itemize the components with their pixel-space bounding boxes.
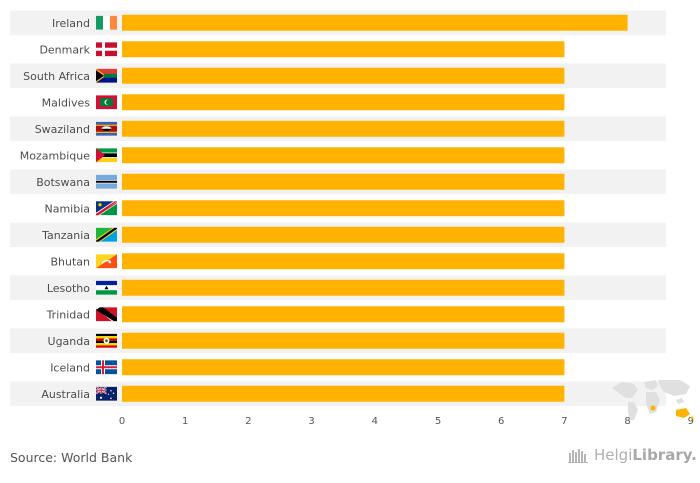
helgi-library-logo[interactable]: Helgi Library. [568, 446, 697, 464]
bar [122, 14, 628, 31]
lesotho-flag [96, 280, 117, 295]
bar [122, 41, 565, 58]
bar [122, 94, 565, 111]
bar [122, 359, 565, 376]
bar-chart: Ireland Denmark South Africa Maldives Swazil… [10, 10, 694, 427]
bar [122, 332, 565, 349]
maldives-flag [96, 95, 117, 110]
swaziland-flag [96, 121, 117, 136]
mozambique-flag [96, 148, 117, 163]
x-tick-label: 1 [182, 416, 188, 427]
category-label: Namibia [44, 202, 90, 215]
library-icon [568, 449, 588, 463]
bar [122, 306, 565, 323]
australia-flag [96, 386, 117, 401]
category-label: Bhutan [50, 255, 90, 268]
botswana-flag [96, 174, 117, 189]
category-label: Botswana [36, 176, 90, 189]
bar [122, 67, 565, 84]
denmark-flag [96, 42, 117, 57]
source-note: Source: World Bank [10, 450, 133, 465]
bar [122, 226, 565, 243]
bar [122, 253, 565, 270]
category-label: Lesotho [47, 282, 90, 295]
category-label: Maldives [42, 96, 91, 109]
category-label: South Africa [23, 70, 90, 83]
category-label: Uganda [48, 335, 90, 348]
iceland-flag [96, 360, 117, 375]
x-axis-tick-labels: 0 1 2 3 4 5 6 7 8 9 [119, 416, 694, 427]
bar [122, 200, 565, 217]
x-tick-label: 2 [245, 416, 251, 427]
bars [122, 14, 628, 402]
x-tick-label: 3 [308, 416, 314, 427]
bar [122, 279, 565, 296]
category-label: Australia [41, 388, 90, 401]
brand-name-part1: Helgi [594, 446, 633, 464]
category-label: Ireland [52, 17, 90, 30]
category-labels: Ireland Denmark South Africa Maldives Swazil… [20, 17, 91, 401]
uganda-flag [96, 333, 117, 348]
x-tick-label: 6 [498, 416, 504, 427]
x-tick-label: 9 [688, 416, 694, 427]
trinidad-flag [96, 307, 117, 322]
bhutan-flag [96, 254, 117, 269]
x-tick-label: 4 [372, 416, 378, 427]
bar [122, 173, 565, 190]
bar [122, 147, 565, 164]
world-map-icon [612, 380, 694, 420]
country-flags [96, 15, 117, 401]
ireland-flag [96, 15, 117, 30]
x-tick-label: 0 [119, 416, 125, 427]
bar [122, 120, 565, 137]
x-tick-label: 8 [624, 416, 630, 427]
category-label: Tanzania [41, 229, 90, 242]
category-label: Denmark [39, 43, 90, 56]
x-tick-label: 7 [561, 416, 567, 427]
x-tick-label: 5 [435, 416, 441, 427]
category-label: Iceland [50, 361, 90, 374]
namibia-flag [96, 201, 117, 216]
category-label: Swaziland [35, 123, 90, 136]
bar [122, 385, 565, 402]
category-label: Mozambique [20, 149, 90, 162]
tanzania-flag [96, 227, 117, 242]
category-label: Trinidad [46, 308, 90, 321]
brand-name-part2: Library. [632, 446, 697, 464]
south-africa-flag [96, 68, 117, 83]
